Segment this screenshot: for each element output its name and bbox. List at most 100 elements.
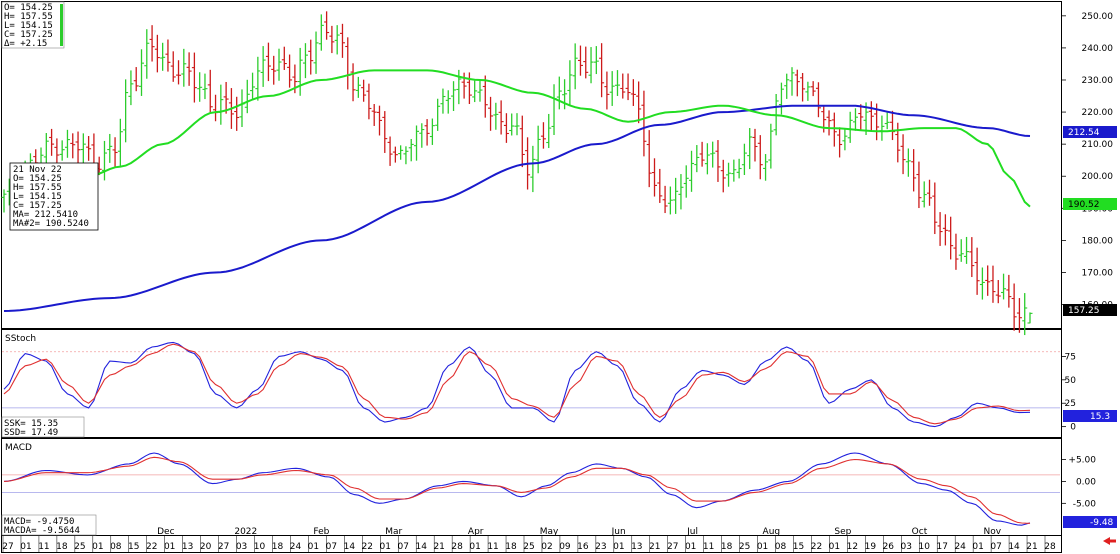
- ohlc-bar: [403, 146, 409, 165]
- price-tick-label: 170.00: [1082, 268, 1114, 278]
- date-tick-label: 23: [595, 542, 606, 552]
- date-tick-label: 15: [793, 542, 804, 552]
- ohlc-bar: [54, 138, 60, 163]
- macd-title: MACD: [5, 443, 32, 453]
- ohlc-bar: [652, 158, 658, 197]
- ohlc-bar: [308, 39, 314, 75]
- ohlc-bar: [916, 161, 922, 209]
- ohlc-bar: [630, 79, 636, 106]
- ohlc-bar: [176, 60, 182, 85]
- ohlc-bar: [281, 46, 287, 70]
- ohlc-bar: [424, 119, 430, 146]
- ohlc-bar: [625, 73, 631, 101]
- data-window-line: 21 Nov 22: [13, 165, 62, 175]
- month-label: May: [540, 527, 559, 537]
- ohlc-bar: [942, 214, 948, 246]
- date-tick-label: 18: [272, 542, 284, 552]
- macd-readout-line: MACDA= -9.5644: [4, 526, 80, 536]
- date-tick-label: 24: [954, 542, 966, 552]
- ohlc-bar: [953, 233, 959, 270]
- date-tick-label: 01: [380, 542, 391, 552]
- month-label: Dec: [157, 527, 174, 537]
- ohlc-bar: [117, 118, 123, 166]
- stoch-d-line: [3, 343, 1031, 425]
- date-tick-label: 28: [1044, 542, 1056, 552]
- ohlc-bar: [768, 123, 774, 169]
- ohlc-bar: [858, 104, 864, 130]
- ohlc-bar: [784, 73, 790, 99]
- ohlc-bar: [604, 71, 610, 110]
- ohlc-bar: [154, 34, 160, 73]
- ohlc-bar: [826, 110, 832, 136]
- ohlc-bar: [86, 136, 92, 161]
- ohlc-bar: [815, 82, 821, 118]
- ohlc-bar: [720, 159, 726, 193]
- date-tick-label: 12: [847, 542, 858, 552]
- ohlc-bar: [1027, 312, 1033, 324]
- ohlc-bar: [514, 113, 520, 136]
- date-tick-label: 08: [110, 542, 122, 552]
- month-label: Jun: [611, 527, 626, 537]
- ohlc-bar: [376, 105, 382, 136]
- ohlc-bar: [763, 154, 769, 181]
- ohlc-bar: [948, 216, 954, 260]
- ohlc-bar: [1022, 293, 1028, 336]
- date-tick-label: 11: [487, 542, 498, 552]
- date-tick-label: 11: [703, 542, 714, 552]
- ohlc-bar: [636, 81, 642, 124]
- date-tick-label: 07: [990, 542, 1001, 552]
- date-tick-label: 25: [523, 542, 534, 552]
- ohlc-line: H= 157.55: [4, 12, 53, 22]
- date-tick-label: 10: [919, 542, 931, 552]
- date-tick-label: 01: [308, 542, 319, 552]
- ohlc-bar: [339, 23, 345, 58]
- macd-tick-label: +5.00: [1068, 456, 1096, 466]
- ohlc-line: Δ= +2.15: [4, 39, 47, 49]
- month-label: Nov: [984, 527, 1002, 537]
- ohlc-bar: [667, 186, 673, 215]
- data-window-line: MA= 212.5410: [13, 210, 78, 220]
- stoch-value-tag: 15.3: [1063, 410, 1117, 422]
- date-tick-label: 13: [182, 542, 193, 552]
- ohlc-bar: [472, 80, 478, 103]
- ohlc-bar: [324, 11, 330, 40]
- macd-tick-label: -5.00: [1073, 499, 1097, 509]
- ohlc-bar: [509, 113, 515, 136]
- macd-panel: [1, 438, 1062, 536]
- date-tick-label: 19: [865, 542, 877, 552]
- ohlc-bar: [964, 236, 970, 264]
- date-tick-label: 25: [74, 542, 85, 552]
- date-tick-label: 18: [56, 542, 68, 552]
- ohlc-bar: [884, 111, 890, 130]
- ohlc-bar: [837, 127, 843, 158]
- ohlc-bar: [445, 90, 451, 114]
- stoch-tick-label: 75: [1065, 352, 1076, 362]
- ohlc-bar: [498, 100, 504, 135]
- macd-value-tag: -9.48: [1063, 516, 1117, 528]
- scroll-left-arrow-icon[interactable]: [1103, 537, 1116, 545]
- ohlc-bar: [1, 189, 7, 213]
- ohlc-bar: [144, 29, 150, 79]
- ohlc-bar: [1011, 283, 1017, 331]
- month-label: Aug: [763, 527, 781, 537]
- ohlc-bar: [710, 141, 716, 168]
- stoch-readout: SSK= 15.35 SSD= 17.49: [1, 416, 85, 438]
- stoch-panel: [1, 329, 1062, 438]
- ohlc-bar: [234, 96, 240, 131]
- date-tick-label: 27: [2, 542, 13, 552]
- ohlc-bar: [736, 158, 742, 179]
- date-tick-label: 01: [469, 542, 480, 552]
- ohlc-bar: [778, 82, 784, 115]
- ohlc-bar: [741, 143, 747, 175]
- date-tick-label: 09: [559, 542, 571, 552]
- ohlc-bar: [699, 141, 705, 167]
- ohlc-bar: [694, 145, 700, 173]
- ohlc-bar: [255, 56, 261, 101]
- date-tick-label: 01: [20, 542, 31, 552]
- ohlc-bar: [488, 96, 494, 131]
- ohlc-bar: [149, 25, 155, 62]
- stoch-readout-line: SSK= 15.35: [4, 419, 58, 429]
- ohlc-bar: [969, 237, 975, 278]
- month-label: Oct: [912, 527, 928, 537]
- stoch-tag-text: 15.3: [1090, 412, 1110, 422]
